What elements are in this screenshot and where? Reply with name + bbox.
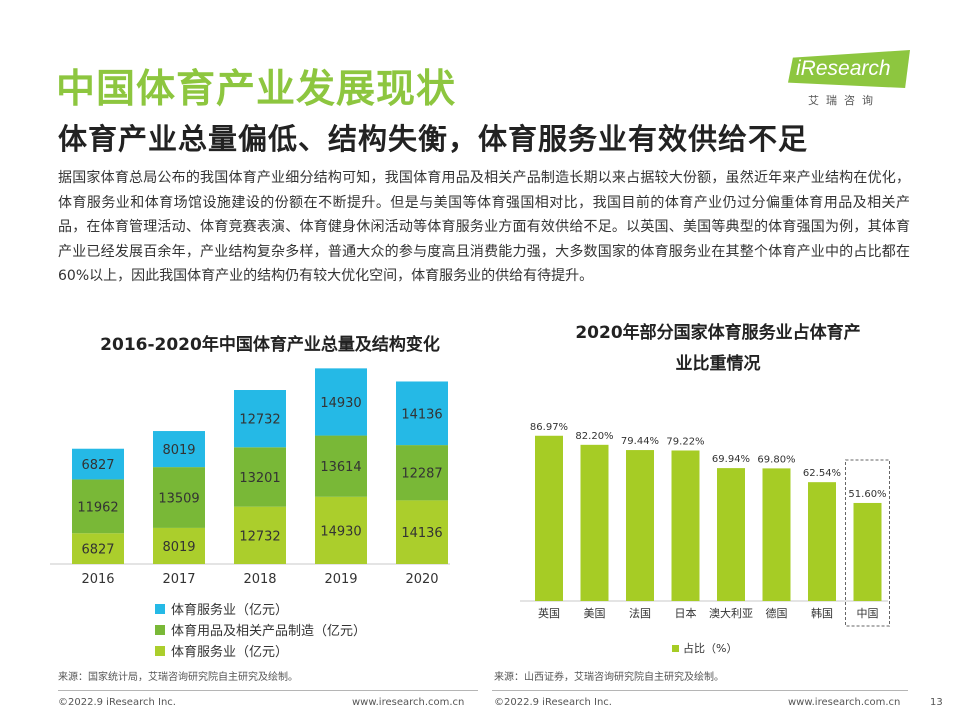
data-label-日本: 79.22%	[666, 436, 704, 447]
legend-label: 体育用品及相关产品制造（亿元）	[171, 624, 367, 639]
data-label-德国: 69.80%	[757, 454, 795, 465]
bar-韩国	[808, 482, 836, 601]
legend-label: 占比（%）	[683, 642, 738, 655]
bar-美国	[580, 444, 609, 601]
bar-segment-2020-s1	[396, 445, 448, 501]
footer-url-left: www.iresearch.com.cn	[352, 697, 465, 708]
x-tick-label-2019: 2019	[324, 572, 357, 587]
bar-segment-2016-s2	[72, 448, 124, 480]
legend-item-manufacturing: 体育用品及相关产品制造（亿元）	[155, 619, 366, 640]
x-tick-label-中国: 中国	[857, 607, 879, 620]
bar-中国	[853, 502, 882, 601]
logo-text: iResearch	[796, 57, 891, 80]
bar-segment-2019-s0	[315, 496, 367, 564]
data-label-2019-s1: 13614	[320, 460, 361, 475]
x-tick-label-2020: 2020	[405, 572, 438, 587]
bar-segment-2019-s1	[315, 435, 367, 497]
x-tick-label-2016: 2016	[81, 572, 114, 587]
chart1-legend: 体育服务业（亿元） 体育用品及相关产品制造（亿元） 体育服务业（亿元）	[155, 598, 366, 661]
data-label-2017-s1: 13509	[158, 492, 199, 507]
legend-item-service-bottom: 体育服务业（亿元）	[155, 640, 366, 661]
x-tick-label-日本: 日本	[675, 606, 697, 620]
bar-日本	[671, 450, 700, 601]
chart2-title: 2020年部分国家体育服务业占体育产 业比重情况	[548, 318, 888, 380]
x-tick-label-韩国: 韩国	[811, 606, 833, 620]
data-label-2018-s0: 12732	[239, 529, 280, 544]
bar-segment-2017-s0	[153, 527, 205, 564]
legend-label: 体育服务业（亿元）	[171, 645, 289, 660]
data-label-2020-s0: 14136	[401, 526, 442, 541]
bar-segment-2020-s0	[396, 500, 448, 564]
logo-subtext: 艾瑞咨询	[808, 94, 880, 107]
bar-segment-2019-s2	[315, 368, 367, 436]
data-label-2018-s1: 13201	[239, 471, 280, 486]
bar-segment-2018-s0	[234, 506, 286, 564]
data-label-2016-s2: 6827	[81, 458, 114, 473]
chart1-title: 2016-2020年中国体育产业总量及结构变化	[100, 335, 440, 355]
bar-澳大利亚	[717, 468, 745, 601]
bar-segment-2016-s0	[72, 533, 124, 564]
body-paragraph: 据国家体育总局公布的我国体育产业细分结构可知，我国体育用品及相关产品制造长期以来…	[58, 170, 910, 284]
footer-url-right: www.iresearch.com.cn	[788, 697, 901, 708]
bar-segment-2017-s2	[153, 431, 205, 468]
bar-segment-2017-s1	[153, 467, 205, 528]
source-note-left: 来源：国家统计局，艾瑞咨询研究院自主研究及绘制。	[58, 672, 298, 683]
page-title: 中国体育产业发展现状	[56, 67, 457, 112]
source-note-right: 来源：山西证券，艾瑞咨询研究院自主研究及绘制。	[494, 672, 724, 683]
percentage-bar-chart: 86.97% 英国 82.20% 美国 79.44% 法国 79.22% 日本 69.94% 澳大…	[520, 422, 890, 627]
page-number: 13	[930, 697, 943, 708]
data-label-2017-s0: 8019	[162, 540, 195, 555]
legend-swatch	[672, 644, 679, 652]
footer-divider-right	[492, 690, 908, 691]
data-label-2020-s2: 14136	[401, 407, 442, 422]
x-tick-label-2018: 2018	[243, 572, 276, 587]
data-label-2020-s1: 12287	[401, 467, 442, 482]
data-label-2016-s1: 11962	[77, 500, 118, 515]
data-label-英国: 86.97%	[530, 422, 568, 433]
legend-label: 体育服务业（亿元）	[171, 603, 289, 618]
page-subtitle: 体育产业总量偏低、结构失衡，体育服务业有效供给不足	[58, 122, 809, 156]
x-tick-label-英国: 英国	[538, 606, 560, 620]
legend-swatch-green	[155, 624, 165, 635]
data-label-韩国: 62.54%	[803, 468, 841, 479]
bar-segment-2020-s2	[396, 381, 448, 446]
data-label-2019-s0: 14930	[320, 524, 361, 539]
data-label-中国: 51.60%	[848, 489, 886, 500]
footer-copyright-right: ©2022.9 iResearch Inc.	[494, 697, 612, 708]
data-label-美国: 82.20%	[575, 431, 613, 442]
bar-segment-2016-s1	[72, 479, 124, 534]
data-label-2019-s2: 14930	[320, 396, 361, 411]
legend-swatch-light-green	[155, 645, 165, 656]
stacked-bar-chart: 6827 11962 6827 2016 8019 13509 8019 2017 12732 1…	[50, 368, 450, 587]
data-label-法国: 79.44%	[621, 436, 659, 447]
chart2-title-line2: 业比重情况	[675, 354, 761, 374]
footer-copyright-left: ©2022.9 iResearch Inc.	[58, 697, 176, 708]
data-label-2016-s0: 6827	[81, 543, 114, 558]
data-label-2018-s2: 12732	[239, 413, 280, 428]
chart2-title-line1: 2020年部分国家体育服务业占体育产	[575, 323, 861, 343]
x-tick-label-德国: 德国	[766, 606, 788, 620]
data-label-澳大利亚: 69.94%	[712, 454, 750, 465]
bar-德国	[762, 468, 791, 601]
x-tick-label-澳大利亚: 澳大利亚	[709, 606, 753, 620]
bar-英国	[535, 435, 563, 601]
chart2-legend: 占比（%）	[672, 640, 737, 656]
x-tick-label-2017: 2017	[162, 572, 195, 587]
bar-segment-2018-s1	[234, 447, 286, 507]
highlight-box-中国	[845, 459, 890, 627]
bar-segment-2018-s2	[234, 390, 286, 448]
legend-item-service-top: 体育服务业（亿元）	[155, 598, 366, 619]
x-tick-label-法国: 法国	[629, 606, 651, 620]
data-label-2017-s2: 8019	[162, 443, 195, 458]
bar-法国	[626, 450, 654, 601]
x-tick-label-美国: 美国	[584, 607, 606, 620]
legend-swatch-cyan	[155, 603, 165, 614]
footer-divider-left	[58, 690, 478, 691]
iresearch-logo: iResearch 艾瑞咨询	[788, 46, 912, 108]
